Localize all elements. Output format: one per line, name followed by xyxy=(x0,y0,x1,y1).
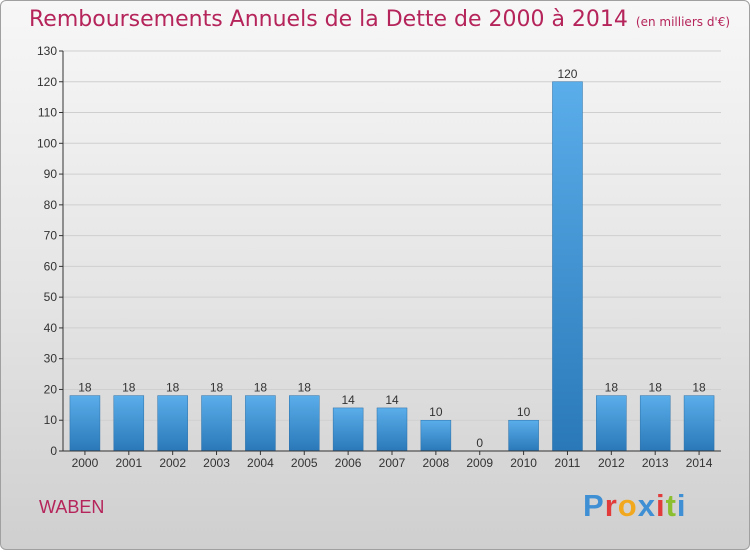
y-tick-label: 30 xyxy=(44,352,58,366)
x-tick-label: 2004 xyxy=(247,456,274,470)
logo-letter: o xyxy=(617,488,638,523)
x-tick-label: 2000 xyxy=(72,456,99,470)
y-tick-label: 60 xyxy=(44,259,58,273)
bar-2011[interactable] xyxy=(552,81,583,452)
proxiti-logo[interactable]: Proxiti xyxy=(583,488,687,524)
bar-2013[interactable] xyxy=(639,395,671,452)
data-label-2005: 18 xyxy=(298,381,312,395)
data-label-2010: 10 xyxy=(517,405,531,419)
chart-title: Remboursements Annuels de la Dette de 20… xyxy=(29,7,730,32)
x-tick-label: 2001 xyxy=(115,456,142,470)
logo-letter: r xyxy=(604,488,618,523)
x-tick-label: 2003 xyxy=(203,456,230,470)
bar-2006[interactable] xyxy=(332,407,364,452)
logo-letter: i xyxy=(655,488,666,523)
y-tick-label: 80 xyxy=(44,198,58,212)
y-tick-label: 10 xyxy=(44,413,58,427)
logo-letter: i xyxy=(676,488,687,523)
bar-2010[interactable] xyxy=(508,419,539,452)
data-label-2011: 120 xyxy=(557,67,577,81)
bar-2014[interactable] xyxy=(683,395,715,452)
y-tick-label: 20 xyxy=(44,382,58,396)
bar-2012[interactable] xyxy=(596,395,627,452)
bar-2008[interactable] xyxy=(420,419,452,452)
logo-letter: t xyxy=(665,488,677,523)
x-tick-label: 2009 xyxy=(466,456,493,470)
y-tick-label: 100 xyxy=(37,136,57,150)
data-label-2007: 14 xyxy=(385,393,399,407)
data-label-2003: 18 xyxy=(210,381,224,395)
data-label-2008: 10 xyxy=(429,405,443,419)
chart-title-text: Remboursements Annuels de la Dette de 20… xyxy=(29,7,628,32)
bar-2000[interactable] xyxy=(69,395,101,452)
y-tick-label: 130 xyxy=(37,44,57,58)
bar-2001[interactable] xyxy=(113,395,145,452)
data-label-2001: 18 xyxy=(122,381,136,395)
x-tick-label: 2006 xyxy=(335,456,362,470)
data-label-2012: 18 xyxy=(605,381,619,395)
data-label-2009: 0 xyxy=(476,436,483,450)
y-tick-label: 120 xyxy=(37,75,57,89)
x-tick-label: 2011 xyxy=(555,456,581,470)
y-tick-label: 70 xyxy=(44,229,58,243)
x-tick-label: 2012 xyxy=(598,456,625,470)
data-label-2006: 14 xyxy=(341,393,355,407)
data-label-2004: 18 xyxy=(254,381,268,395)
y-tick-label: 0 xyxy=(50,444,57,458)
chart-unit: (en milliers d'€) xyxy=(635,15,731,29)
bar-2003[interactable] xyxy=(201,395,232,452)
data-label-2014: 18 xyxy=(692,381,706,395)
y-tick-label: 110 xyxy=(38,106,57,120)
x-tick-label: 2005 xyxy=(291,456,318,470)
logo-letter: P xyxy=(583,488,605,523)
data-label-2000: 18 xyxy=(78,381,92,395)
y-tick-label: 50 xyxy=(44,290,58,304)
x-tick-label: 2014 xyxy=(686,456,713,470)
x-tick-label: 2010 xyxy=(510,456,537,470)
x-tick-label: 2007 xyxy=(379,456,406,470)
x-tick-label: 2008 xyxy=(423,456,450,470)
logo-letter: x xyxy=(637,488,656,523)
y-tick-label: 40 xyxy=(44,321,58,335)
bar-2002[interactable] xyxy=(157,395,188,452)
commune-name: WABEN xyxy=(39,497,105,517)
bar-layer: 18 18 18 18 18 18 14 14 10 0 10 120 18 18 18 xyxy=(69,67,715,452)
data-label-2002: 18 xyxy=(166,381,180,395)
bar-2007[interactable] xyxy=(376,407,408,452)
x-tick-label: 2013 xyxy=(642,456,669,470)
x-tick-label: 2002 xyxy=(159,456,186,470)
bar-2004[interactable] xyxy=(245,395,276,452)
bar-2005[interactable] xyxy=(289,395,320,452)
y-tick-label: 90 xyxy=(44,167,58,181)
grid-layer xyxy=(63,50,721,421)
data-label-2013: 18 xyxy=(649,381,663,395)
